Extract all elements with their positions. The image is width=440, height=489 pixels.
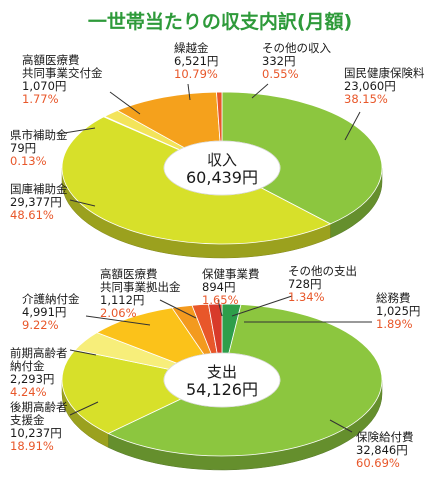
slice-percent: 0.55% (262, 67, 299, 81)
donut-hole-1 (163, 352, 281, 408)
slice-name: 保健事業費 (202, 267, 260, 281)
leader-line (251, 83, 269, 99)
leader-line (69, 401, 99, 416)
leader-line (187, 83, 191, 101)
slice-name: 高額医療費 (100, 267, 158, 281)
leader-line (85, 315, 151, 326)
slice-amount: 1,112円 (100, 293, 144, 307)
leader-line (57, 127, 96, 135)
slice-name: 共同事業交付金 (22, 66, 103, 80)
leader-line (217, 299, 223, 317)
slice-amount: 332円 (262, 54, 295, 68)
slice-name: 国民健康保険料 (344, 66, 425, 80)
slice-percent: 1.65% (202, 293, 239, 307)
leader-line (329, 419, 353, 433)
slice-percent: 4.24% (10, 385, 47, 399)
slice-name: 後期高齢者 (10, 400, 68, 414)
leader-line (231, 295, 293, 317)
slice-percent: 60.69% (356, 456, 400, 470)
chart-title: 一世帯当たりの収支内訳(月額) (88, 10, 352, 33)
slice-name: 県市補助金 (10, 128, 68, 142)
slice-name: 介護納付金 (22, 292, 80, 306)
slice-amount: 2,293円 (10, 372, 54, 386)
slice-amount: 1,070円 (22, 79, 66, 93)
slice-name: 高額医療費 (22, 53, 80, 67)
slice-name: 総務費 (376, 291, 411, 305)
slice-amount: 894円 (202, 280, 235, 294)
slice-amount: 79円 (10, 141, 36, 155)
slice-name: その他の支出 (288, 264, 357, 278)
leader-line (109, 91, 141, 115)
slice-percent: 1.89% (376, 317, 413, 331)
slice-percent: 48.61% (10, 208, 54, 222)
leader-line (344, 111, 361, 141)
slice-name: 国庫補助金 (10, 182, 68, 196)
slice-amount: 23,060円 (344, 79, 396, 93)
center-value-1: 54,126円 (186, 380, 258, 399)
slice-percent: 38.15% (344, 92, 388, 106)
slice-amount: 4,991円 (22, 305, 66, 319)
center-value-0: 60,439円 (186, 168, 258, 187)
slice-name: 支援金 (10, 413, 45, 427)
slice-amount: 10,237円 (10, 426, 62, 440)
slice-amount: 29,377円 (10, 195, 62, 209)
slice-name: 繰越金 (174, 41, 209, 55)
slice-name: その他の収入 (262, 41, 331, 55)
leader-line (159, 299, 197, 319)
center-label-0: 収入 (207, 151, 237, 169)
slice-percent: 18.91% (10, 439, 54, 453)
slice-name: 保険給付費 (356, 430, 414, 444)
slice-percent: 1.34% (288, 290, 325, 304)
slice-amount: 728円 (288, 277, 321, 291)
slice-name: 前期高齢者 (10, 346, 68, 360)
slice-percent: 0.13% (10, 154, 47, 168)
slice-amount: 1,025円 (376, 304, 420, 318)
slice-amount: 6,521円 (174, 54, 218, 68)
slice-percent: 1.77% (22, 92, 59, 106)
leader-line (69, 349, 97, 356)
slice-name: 共同事業拠出金 (100, 280, 181, 294)
donut-hole-0 (163, 140, 281, 196)
center-label-1: 支出 (207, 363, 237, 381)
slice-amount: 32,846円 (356, 443, 408, 457)
slice-percent: 9.22% (22, 318, 59, 332)
slice-percent: 2.06% (100, 306, 137, 320)
leader-line (69, 199, 96, 207)
slice-name: 納付金 (10, 359, 45, 373)
slice-percent: 10.79% (174, 67, 218, 81)
